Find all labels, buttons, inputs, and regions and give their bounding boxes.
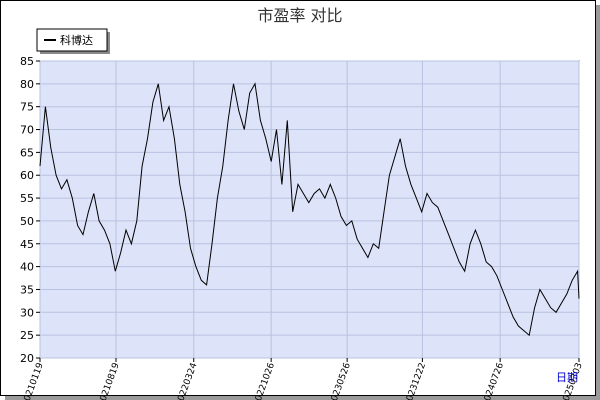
legend-box bbox=[36, 28, 108, 52]
y-tick-label: 40 bbox=[20, 261, 34, 274]
x-tick-label: 20240726 bbox=[481, 361, 506, 400]
plot-area bbox=[39, 60, 580, 359]
grid-lines bbox=[39, 60, 580, 359]
y-tick-label: 25 bbox=[20, 329, 34, 342]
x-tick-label: 20220324 bbox=[174, 361, 199, 400]
y-tick-label: 20 bbox=[20, 352, 34, 365]
x-tick-label: 20210119 bbox=[21, 361, 46, 400]
x-axis-ticks: 20210119 20210819 20220324 20221026 20230526… bbox=[21, 358, 585, 400]
y-axis-ticks: 20 25 30 35 40 45 50 55 60 65 70 75 80 85 bbox=[20, 55, 40, 365]
x-tick-label: 20210819 bbox=[97, 361, 122, 400]
y-tick-label: 85 bbox=[20, 55, 34, 68]
x-tick-label: 20231222 bbox=[403, 362, 428, 400]
y-tick-label: 60 bbox=[20, 169, 34, 182]
legend: 科博达 bbox=[36, 28, 110, 54]
y-tick-label: 50 bbox=[20, 215, 34, 228]
chart-title: 市盈率 对比 bbox=[257, 6, 342, 25]
y-tick-label: 55 bbox=[20, 192, 34, 205]
y-tick-label: 35 bbox=[20, 283, 34, 296]
x-tick-label: 20230526 bbox=[328, 361, 353, 400]
x-tick-label: 20221026 bbox=[252, 361, 277, 400]
y-tick-label: 75 bbox=[20, 101, 34, 114]
x-axis-label: 日期 bbox=[556, 371, 578, 384]
y-tick-label: 80 bbox=[20, 78, 34, 91]
series-line-kebodа bbox=[39, 82, 580, 337]
y-tick-label: 65 bbox=[20, 146, 34, 159]
y-tick-label: 30 bbox=[20, 306, 34, 319]
legend-label: 科博达 bbox=[60, 33, 93, 47]
y-tick-label: 45 bbox=[20, 238, 34, 251]
y-tick-label: 70 bbox=[20, 124, 34, 137]
